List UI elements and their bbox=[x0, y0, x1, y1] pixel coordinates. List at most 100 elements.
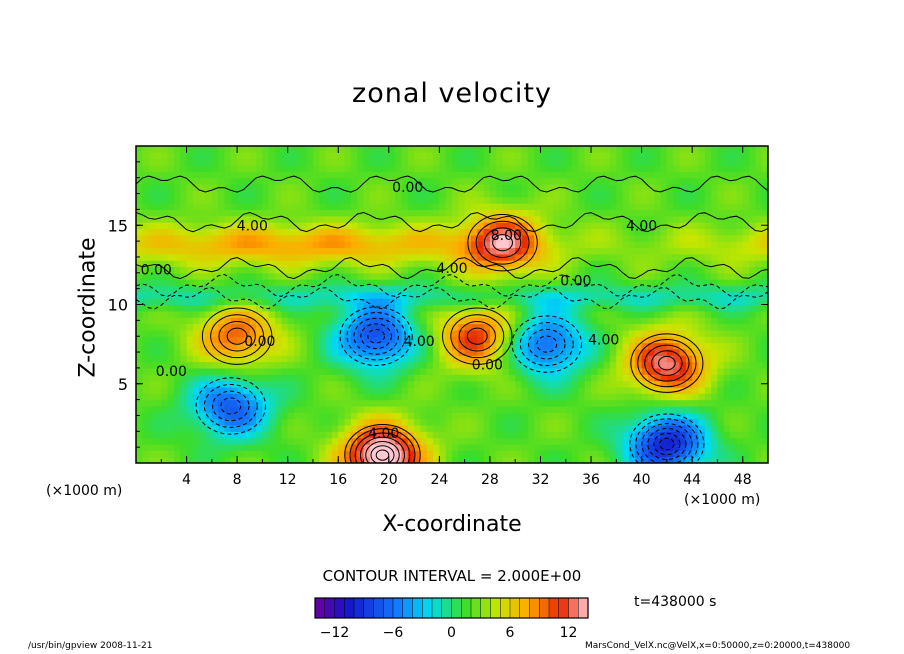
x-tick-label: 16 bbox=[329, 472, 347, 488]
contour-label: 4.00 bbox=[404, 334, 435, 350]
contour-label: 4.00 bbox=[368, 426, 399, 442]
contour-line bbox=[360, 323, 392, 350]
contour-line bbox=[136, 273, 768, 297]
colorbar-cell bbox=[392, 597, 404, 619]
contour-line bbox=[346, 312, 406, 361]
colorbar-cell bbox=[519, 597, 531, 619]
contour-line bbox=[349, 428, 416, 463]
contour-line bbox=[359, 436, 405, 463]
colorbar-cell bbox=[314, 597, 326, 619]
colorbar-cell bbox=[373, 597, 384, 619]
contour-label: 0.00 bbox=[141, 263, 172, 279]
colorbar-tick-label: 12 bbox=[560, 625, 578, 641]
footer-command: /usr/bin/gpview 2008-11-21 bbox=[28, 641, 153, 651]
contour-line bbox=[641, 423, 693, 463]
contour-label: 0.00 bbox=[392, 180, 423, 196]
contour-line bbox=[136, 211, 768, 233]
contour-line bbox=[635, 418, 699, 463]
contour-label: 0.00 bbox=[244, 334, 275, 350]
colorbar-tick-label: 0 bbox=[447, 625, 456, 641]
contour-label: 0.00 bbox=[560, 274, 591, 290]
contour-line bbox=[511, 315, 583, 373]
contour-line bbox=[203, 383, 258, 428]
colorbar-cell bbox=[431, 597, 443, 619]
colorbar-cell bbox=[344, 597, 355, 619]
chart-title: zonal velocity bbox=[352, 78, 552, 109]
contour-line bbox=[136, 287, 768, 310]
colorbar-cell bbox=[539, 597, 550, 619]
contour-line bbox=[466, 327, 488, 345]
colorbar-cell bbox=[490, 597, 501, 619]
contour-line bbox=[339, 306, 413, 366]
contour-line bbox=[658, 355, 676, 371]
contour-line bbox=[637, 339, 697, 388]
contour-line bbox=[536, 335, 558, 353]
contour-line bbox=[344, 423, 421, 463]
x-tick-label: 44 bbox=[683, 472, 701, 488]
colorbar-cell bbox=[353, 597, 365, 619]
contour-line bbox=[210, 314, 265, 359]
colorbar-cell bbox=[500, 597, 511, 619]
time-label: t=438000 s bbox=[634, 594, 717, 610]
colorbar-cell bbox=[529, 597, 540, 619]
x-axis-label: X-coordinate bbox=[382, 512, 522, 537]
contour-line bbox=[367, 328, 385, 344]
colorbar-cell bbox=[383, 597, 394, 619]
colorbar-cell bbox=[441, 597, 453, 619]
contour-line bbox=[442, 307, 513, 365]
colorbar-tick-label: −6 bbox=[383, 625, 404, 641]
contour-line bbox=[212, 390, 250, 422]
contour-line bbox=[651, 350, 683, 377]
contour-line bbox=[644, 344, 690, 382]
contour-line bbox=[220, 397, 242, 415]
heatmap-field bbox=[136, 146, 768, 463]
contour-line bbox=[354, 432, 411, 463]
contour-label: 8.00 bbox=[491, 228, 522, 244]
colorbar-cell bbox=[509, 597, 521, 619]
contour-line bbox=[630, 333, 704, 393]
x-tick-label: 32 bbox=[532, 472, 550, 488]
y-axis-label: Z-coordinate bbox=[75, 237, 101, 378]
contour-label: 4.00 bbox=[588, 332, 619, 348]
colorbar-cell bbox=[363, 597, 375, 619]
x-tick-label: 40 bbox=[633, 472, 651, 488]
colorbar-cell bbox=[451, 597, 462, 619]
y-tick-label: 5 bbox=[118, 375, 128, 394]
colorbar: −12 −6 0 6 12 bbox=[314, 597, 589, 641]
z-axis-unit: (×1000 m) bbox=[46, 483, 123, 499]
colorbar-tick-label: 6 bbox=[506, 625, 515, 641]
x-tick-label: 48 bbox=[734, 472, 752, 488]
x-tick-label: 12 bbox=[279, 472, 297, 488]
contour-line bbox=[519, 322, 574, 367]
colorbar-cell bbox=[480, 597, 492, 619]
contour-line bbox=[365, 440, 400, 463]
contour-line bbox=[647, 427, 687, 460]
contour-line bbox=[659, 437, 675, 451]
contour-line bbox=[450, 314, 505, 359]
contour-label: 4.00 bbox=[626, 218, 657, 234]
colorbar-cell bbox=[578, 597, 589, 619]
colorbar-cell bbox=[412, 597, 423, 619]
footer-source: MarsCond_VelX.nc@VelX,x=0:50000,z=0:2000… bbox=[585, 641, 851, 651]
contour-line bbox=[218, 320, 256, 352]
contour-line bbox=[475, 220, 530, 265]
colorbar-cell bbox=[568, 597, 579, 619]
x-axis-unit: (×1000 m) bbox=[684, 492, 761, 508]
contour-line bbox=[136, 256, 768, 280]
contour-line bbox=[375, 449, 390, 461]
colorbar-cell bbox=[422, 597, 433, 619]
colorbar-cell bbox=[324, 597, 336, 619]
colorbar-cell bbox=[558, 597, 570, 619]
colorbar-tick-label: −12 bbox=[320, 625, 350, 641]
contour-line bbox=[492, 234, 513, 252]
contour-label: 4.00 bbox=[237, 218, 268, 234]
x-tick-label: 8 bbox=[233, 472, 242, 488]
y-tick-label: 15 bbox=[108, 216, 128, 235]
contour-label: 0.00 bbox=[156, 364, 187, 380]
x-tick-label: 4 bbox=[182, 472, 191, 488]
x-tick-label: 24 bbox=[430, 472, 448, 488]
contour-label: 4.00 bbox=[436, 261, 467, 277]
y-tick-label: 10 bbox=[108, 296, 128, 315]
contour-line bbox=[195, 377, 267, 435]
